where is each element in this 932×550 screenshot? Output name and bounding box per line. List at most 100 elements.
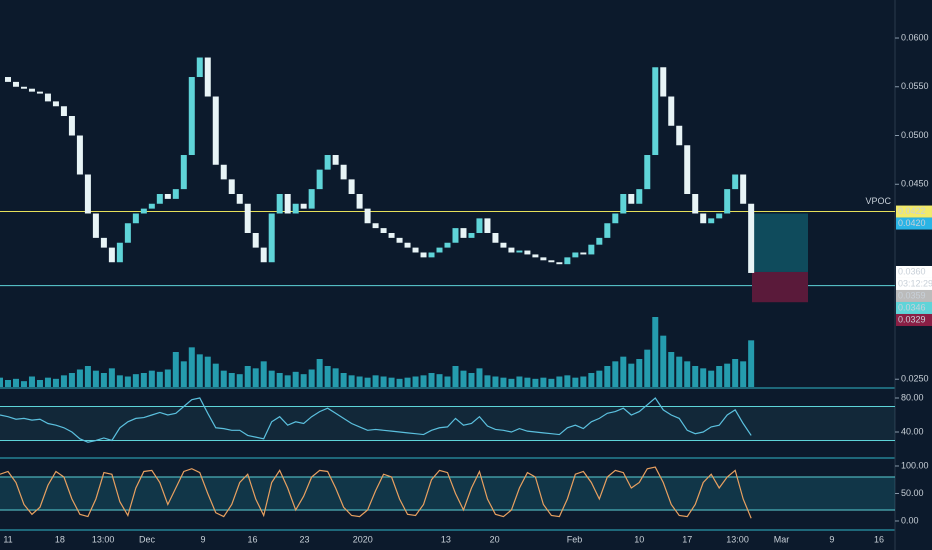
volume-bar: [740, 361, 747, 387]
x-tick-label: 23: [299, 534, 309, 544]
price-tag-label: 03:12:29: [898, 278, 932, 288]
volume-bar: [164, 369, 171, 387]
candle: [412, 247, 419, 253]
candle: [716, 213, 723, 219]
candle: [108, 247, 115, 263]
candle: [308, 189, 315, 209]
volume-bar: [724, 363, 731, 387]
candle: [564, 257, 571, 265]
candle: [116, 242, 123, 263]
candle: [204, 57, 211, 97]
candle: [748, 203, 755, 273]
volume-bar: [124, 376, 131, 387]
candle: [44, 93, 51, 102]
volume-bar: [236, 374, 243, 387]
candle: [4, 77, 11, 82]
volume-bar: [180, 361, 187, 387]
candle: [548, 260, 555, 263]
volume-bar: [660, 335, 667, 387]
volume-bar: [220, 370, 227, 387]
volume-bar: [636, 359, 643, 387]
candle: [36, 91, 43, 94]
volume-bar: [172, 352, 179, 387]
candle: [28, 88, 35, 92]
x-tick-label: 9: [829, 534, 834, 544]
candle: [180, 155, 187, 190]
volume-bar: [492, 376, 499, 387]
candle: [252, 232, 259, 248]
volume-bar: [188, 347, 195, 387]
volume-bar: [468, 373, 475, 387]
volume-bar: [564, 375, 571, 387]
candle: [20, 86, 27, 89]
volume-bar: [604, 366, 611, 387]
volume-bar: [0, 377, 3, 387]
candle: [276, 194, 283, 214]
volume-bar: [12, 378, 19, 387]
volume-bar: [436, 374, 443, 387]
price-tag-label: 0.0420: [898, 218, 926, 228]
volume-bar: [380, 376, 387, 387]
volume-bar: [388, 377, 395, 387]
candle: [124, 223, 131, 243]
candle: [444, 242, 451, 248]
volume-bar: [60, 375, 67, 387]
price-tag: [896, 313, 932, 326]
volume-bar: [708, 370, 715, 387]
volume-bar: [548, 378, 555, 387]
candle: [300, 203, 307, 209]
candle: [724, 189, 731, 214]
volume-bar: [260, 361, 267, 387]
candle: [348, 179, 355, 194]
volume-bar: [700, 368, 707, 387]
candle: [596, 237, 603, 245]
candle: [524, 250, 531, 255]
volume-bar: [36, 380, 43, 387]
volume-bar: [140, 373, 147, 387]
volume-bar: [356, 376, 363, 387]
volume-bar: [252, 368, 259, 387]
volume-bar: [228, 373, 235, 387]
candle: [620, 194, 627, 214]
volume-bar: [556, 376, 563, 387]
candle: [436, 247, 443, 253]
price-tag: [896, 217, 932, 230]
candle: [132, 213, 139, 224]
candle: [460, 228, 467, 238]
candle: [268, 213, 275, 263]
volume-bar: [76, 369, 83, 387]
candle: [628, 194, 635, 204]
candle: [396, 237, 403, 243]
volume-bar: [684, 361, 691, 387]
stop-zone: [752, 271, 808, 303]
candle: [292, 203, 299, 214]
candle: [540, 257, 547, 261]
candle: [580, 252, 587, 255]
price-tag: [896, 289, 932, 302]
x-tick-label: Mar: [774, 534, 790, 544]
candle: [76, 135, 83, 175]
candle: [340, 164, 347, 180]
volume-bar: [284, 375, 291, 387]
x-tick-label: 18: [55, 534, 65, 544]
candle: [92, 213, 99, 238]
volume-bar: [692, 366, 699, 387]
volume-bar: [332, 368, 339, 387]
candle: [668, 96, 675, 126]
candle: [676, 125, 683, 146]
volume-bar: [540, 377, 547, 387]
volume-bar: [132, 374, 139, 387]
candle: [148, 203, 155, 209]
volume-bar: [372, 375, 379, 387]
volume-bar: [644, 349, 651, 387]
volume-bar: [92, 370, 99, 387]
volume-bar: [276, 373, 283, 387]
candle: [604, 223, 611, 238]
x-tick-label: 20: [490, 534, 500, 544]
candle: [532, 254, 539, 258]
volume-bar: [4, 380, 11, 387]
candle: [508, 247, 515, 253]
target-zone: [752, 213, 808, 272]
x-tick-label: 16: [248, 534, 258, 544]
y-tick-label: 0.0600: [901, 32, 929, 42]
